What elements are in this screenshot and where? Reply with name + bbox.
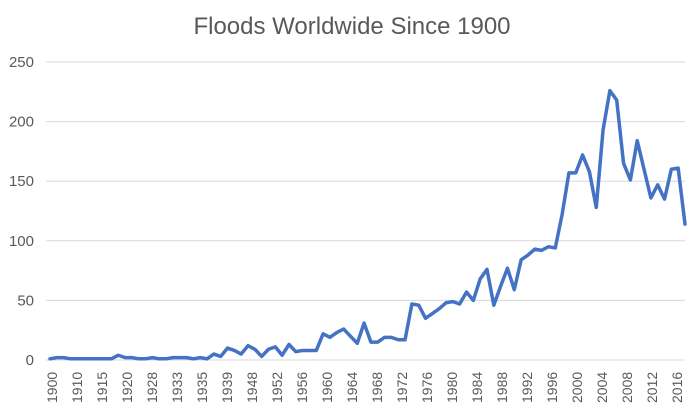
x-tick-label: 2012 — [644, 372, 660, 403]
x-tick-label: 1976 — [419, 372, 435, 403]
series-line-floods — [48, 88, 687, 361]
y-axis-ticks: 0 50 100 150 200 250 — [9, 54, 34, 369]
x-tick-label: 1964 — [344, 372, 360, 403]
x-tick-label: 1910 — [69, 372, 85, 403]
x-tick-label: 1900 — [44, 372, 60, 403]
x-tick-label: 2004 — [594, 372, 610, 403]
x-tick-label: 1948 — [244, 372, 260, 403]
x-tick-label: 1939 — [219, 372, 235, 403]
x-axis-ticks: 1900 1910 1915 1920 1928 1933 1935 1939 1948 1952… — [44, 372, 685, 403]
y-tick-label: 250 — [9, 54, 34, 71]
x-tick-label: 1915 — [94, 372, 110, 403]
chart-title: Floods Worldwide Since 1900 — [193, 13, 510, 40]
x-tick-label: 1933 — [169, 372, 185, 403]
x-tick-label: 1984 — [469, 372, 485, 403]
x-tick-label: 1988 — [494, 372, 510, 403]
y-tick-label: 50 — [17, 292, 34, 309]
y-tick-label: 0 — [26, 352, 34, 369]
x-tick-label: 1968 — [369, 372, 385, 403]
x-tick-label: 1935 — [194, 372, 210, 403]
x-tick-label: 1952 — [269, 372, 285, 403]
y-tick-label: 100 — [9, 233, 34, 250]
x-tick-label: 1956 — [294, 372, 310, 403]
x-tick-label: 1972 — [394, 372, 410, 403]
x-tick-label: 2000 — [569, 372, 585, 403]
x-tick-label: 1928 — [144, 372, 160, 403]
x-tick-label: 1992 — [519, 372, 535, 403]
x-tick-label: 2008 — [619, 372, 635, 403]
y-tick-label: 200 — [9, 114, 34, 131]
x-tick-label: 2016 — [669, 372, 685, 403]
x-tick-label: 1960 — [319, 372, 335, 403]
x-tick-label: 1980 — [444, 372, 460, 403]
x-tick-label: 1996 — [544, 372, 560, 403]
x-tick-label: 1920 — [119, 372, 135, 403]
gridlines — [46, 61, 685, 301]
y-tick-label: 150 — [9, 173, 34, 190]
